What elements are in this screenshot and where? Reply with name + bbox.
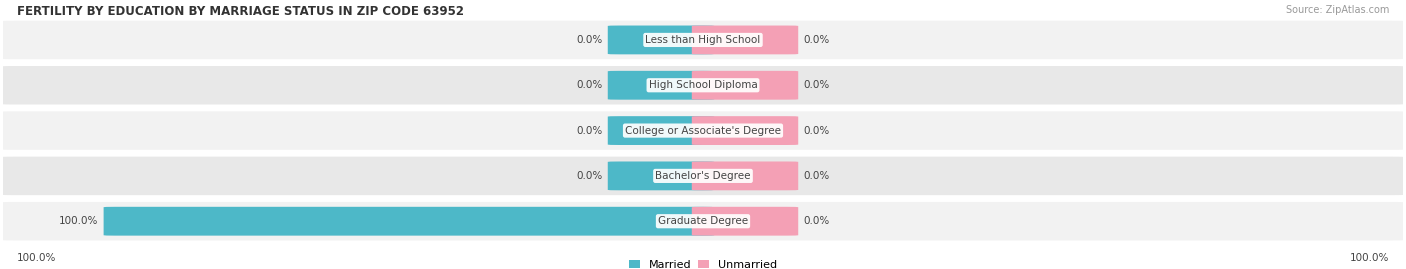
- Text: 0.0%: 0.0%: [576, 80, 602, 90]
- FancyBboxPatch shape: [607, 161, 714, 190]
- Text: 0.0%: 0.0%: [804, 35, 830, 45]
- FancyBboxPatch shape: [692, 116, 799, 145]
- FancyBboxPatch shape: [692, 207, 799, 236]
- Text: College or Associate's Degree: College or Associate's Degree: [626, 126, 780, 136]
- FancyBboxPatch shape: [692, 26, 799, 54]
- FancyBboxPatch shape: [0, 157, 1406, 195]
- FancyBboxPatch shape: [692, 161, 799, 190]
- FancyBboxPatch shape: [0, 202, 1406, 240]
- FancyBboxPatch shape: [104, 207, 714, 236]
- FancyBboxPatch shape: [607, 26, 714, 54]
- FancyBboxPatch shape: [607, 71, 714, 100]
- Text: 0.0%: 0.0%: [576, 35, 602, 45]
- Text: 0.0%: 0.0%: [804, 171, 830, 181]
- Text: 100.0%: 100.0%: [1350, 253, 1389, 263]
- Text: 0.0%: 0.0%: [576, 126, 602, 136]
- Text: Bachelor's Degree: Bachelor's Degree: [655, 171, 751, 181]
- Text: Graduate Degree: Graduate Degree: [658, 216, 748, 226]
- FancyBboxPatch shape: [0, 21, 1406, 59]
- Text: 0.0%: 0.0%: [804, 80, 830, 90]
- Text: 0.0%: 0.0%: [804, 126, 830, 136]
- Text: High School Diploma: High School Diploma: [648, 80, 758, 90]
- Text: 100.0%: 100.0%: [17, 253, 56, 263]
- Legend: Married, Unmarried: Married, Unmarried: [628, 260, 778, 269]
- FancyBboxPatch shape: [0, 111, 1406, 150]
- Text: 100.0%: 100.0%: [59, 216, 98, 226]
- Text: 0.0%: 0.0%: [576, 171, 602, 181]
- Text: FERTILITY BY EDUCATION BY MARRIAGE STATUS IN ZIP CODE 63952: FERTILITY BY EDUCATION BY MARRIAGE STATU…: [17, 5, 464, 17]
- Text: 0.0%: 0.0%: [804, 216, 830, 226]
- FancyBboxPatch shape: [692, 71, 799, 100]
- FancyBboxPatch shape: [0, 66, 1406, 105]
- Text: Source: ZipAtlas.com: Source: ZipAtlas.com: [1286, 5, 1389, 15]
- FancyBboxPatch shape: [607, 116, 714, 145]
- Text: Less than High School: Less than High School: [645, 35, 761, 45]
